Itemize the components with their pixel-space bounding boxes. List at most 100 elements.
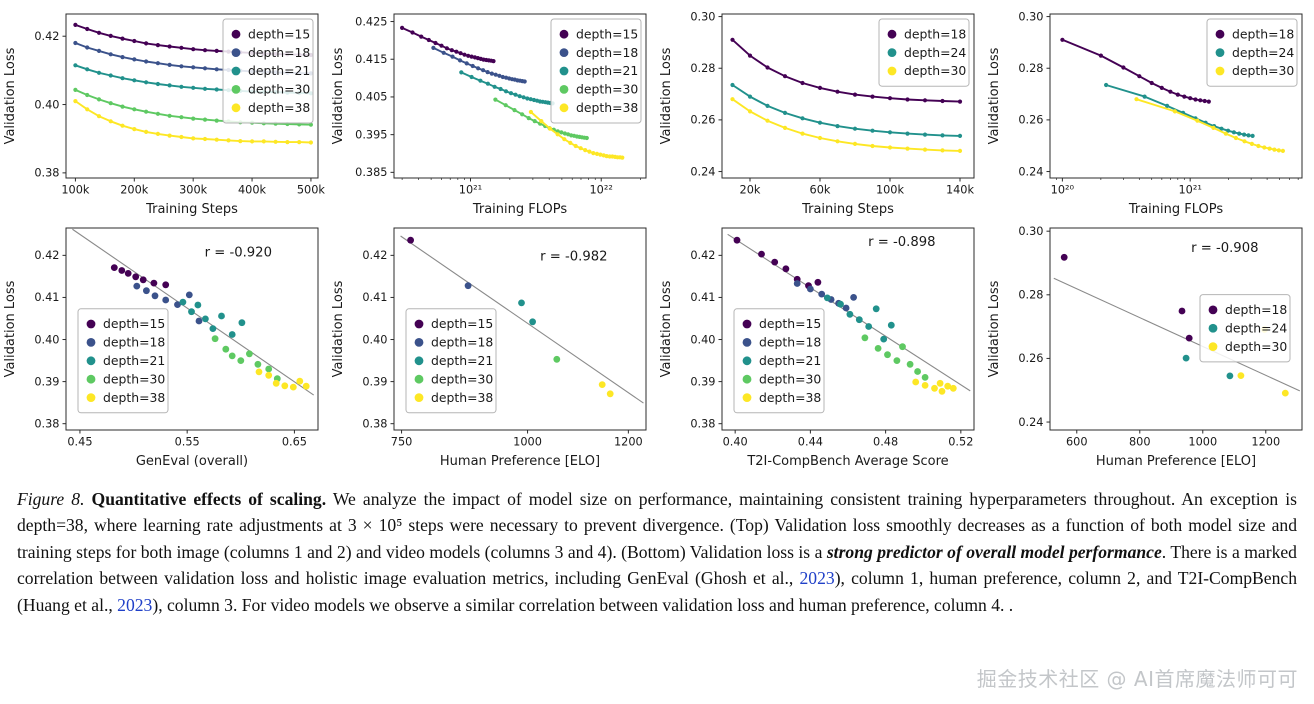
y-axis: 0.385 0.395 0.405 0.415 0.425: [355, 15, 394, 179]
series-depth=30: [1134, 97, 1285, 153]
legend-marker: [86, 393, 96, 402]
series-depth=38: [912, 378, 957, 395]
series-depth=30: [861, 334, 929, 381]
svg-text:600: 600: [1066, 436, 1088, 449]
x-axis: 0.40 0.44 0.48 0.52: [723, 430, 973, 449]
legend-marker: [1208, 305, 1218, 315]
legend-marker: [559, 29, 569, 39]
x-axis-label: Training FLOPs: [1128, 202, 1224, 217]
svg-text:0.415: 0.415: [355, 53, 387, 66]
svg-text:0.41: 0.41: [362, 291, 387, 304]
svg-text:0.24: 0.24: [1018, 165, 1043, 178]
y-axis-label: Validation Loss: [3, 280, 18, 377]
legend-label: depth=30: [103, 371, 165, 386]
legend-marker: [742, 356, 752, 366]
legend-label: depth=30: [1232, 63, 1294, 78]
series-depth=15: [407, 236, 414, 244]
svg-text:0.41: 0.41: [690, 291, 715, 304]
watermark: 掘金技术社区 @ AI首席魔法师可可: [976, 667, 1298, 691]
svg-text:0.38: 0.38: [34, 417, 59, 430]
svg-text:0.395: 0.395: [355, 128, 387, 141]
chart-loss-vs-steps-image: 100k 200k 300k 400k 500k 0.38 0.40 0.42 Training…: [0, 6, 328, 220]
svg-text:0.28: 0.28: [1018, 289, 1043, 302]
chart-loss-vs-flops-image: 10²¹ 10²² 0.385 0.395 0.405 0.415 0.425 Trainin…: [328, 6, 656, 220]
legend-marker: [231, 29, 241, 39]
figure-top-row: 100k 200k 300k 400k 500k 0.38 0.40 0.42 Training…: [0, 6, 1314, 220]
x-axis: 750 1000 1200: [391, 430, 643, 449]
legend-marker: [1215, 29, 1225, 39]
svg-text:0.30: 0.30: [1018, 10, 1043, 23]
series-depth=38: [528, 109, 625, 160]
chart-loss-vs-human-preference-video: 600 800 1000 1200 0.24 0.26 0.28 0.30 Human Pref…: [984, 220, 1312, 472]
legend-label: depth=18: [431, 335, 493, 350]
legend-marker: [86, 374, 96, 384]
legend-marker: [559, 66, 569, 76]
legend-label: depth=15: [576, 26, 638, 41]
svg-text:0.40: 0.40: [723, 436, 748, 449]
legend-label: depth=21: [103, 353, 165, 368]
legend-marker: [559, 85, 569, 94]
y-axis: 0.24 0.26 0.28 0.30: [1018, 225, 1050, 429]
chart-loss-vs-flops-video: 10²⁰ 10²¹ 0.24 0.26 0.28 0.30 Training FLOPs Va…: [984, 6, 1312, 220]
y-axis-label: Validation Loss: [3, 47, 18, 144]
legend-marker: [742, 374, 752, 384]
svg-text:0.55: 0.55: [175, 436, 200, 449]
legend-marker: [1215, 66, 1225, 76]
series-depth=24: [730, 82, 963, 138]
x-axis: 10²¹ 10²²: [401, 178, 641, 197]
legend-marker: [1208, 342, 1218, 352]
caption-text: strong predictor of overall model perfor…: [826, 541, 1162, 562]
legend: depth=15 depth=18 depth=21 depth=30 depth=38: [77, 308, 169, 414]
legend-marker: [231, 66, 241, 76]
legend-marker: [231, 103, 241, 113]
y-axis-label: Validation Loss: [331, 280, 346, 377]
svg-text:1200: 1200: [614, 436, 643, 449]
chart-canvas: 750 1000 1200 0.38 0.39 0.40 0.41 0.42 Human Pre…: [331, 227, 647, 469]
svg-text:0.42: 0.42: [34, 30, 59, 43]
chart-loss-vs-human-preference-image: 750 1000 1200 0.38 0.39 0.40 0.41 0.42 Human Pre…: [328, 220, 656, 472]
svg-text:300k: 300k: [179, 184, 208, 197]
svg-text:1000: 1000: [1188, 436, 1217, 449]
series-depth=21: [179, 298, 246, 338]
legend: depth=15 depth=18 depth=21 depth=30 depth=38: [733, 308, 825, 414]
legend-label: depth=15: [103, 316, 165, 331]
legend-marker: [414, 356, 424, 366]
y-axis: 0.24 0.26 0.28 0.30: [690, 10, 722, 178]
legend: depth=15 depth=18 depth=21 depth=30 depth=38: [405, 308, 497, 414]
citation-year-link[interactable]: 2023: [799, 568, 835, 589]
y-axis-label: Validation Loss: [659, 280, 674, 377]
caption-text: We analyze the impact of model size on p…: [17, 489, 1298, 562]
svg-text:0.405: 0.405: [355, 91, 387, 104]
legend-marker: [559, 48, 569, 57]
series-depth=30: [553, 355, 561, 363]
figure-caption: Figure 8. Quantitative effects of scalin…: [17, 486, 1297, 618]
svg-text:0.42: 0.42: [34, 249, 59, 262]
chart-canvas: 0.40 0.44 0.48 0.52 0.38 0.39 0.40 0.41 0.42 T2I-…: [659, 227, 975, 469]
legend-label: depth=30: [759, 371, 821, 386]
chart-loss-vs-t2i-compbench: 0.40 0.44 0.48 0.52 0.38 0.39 0.40 0.41 0.42 T2I-…: [656, 220, 984, 472]
figure-8: 100k 200k 300k 400k 500k 0.38 0.40 0.42 Training…: [0, 6, 1314, 472]
chart-canvas: 20k 60k 100k 140k 0.24 0.26 0.28 0.30 Training S…: [659, 10, 975, 217]
svg-text:20k: 20k: [740, 184, 761, 197]
legend: depth=15 depth=18 depth=21 depth=30 depth=38: [550, 18, 642, 124]
legend-label: depth=38: [431, 390, 493, 405]
svg-text:60k: 60k: [810, 184, 831, 197]
x-axis-label: Human Preference [ELO]: [440, 454, 600, 469]
svg-text:0.44: 0.44: [798, 436, 823, 449]
x-axis-label: T2I-CompBench Average Score: [746, 454, 948, 469]
legend-label: depth=30: [248, 82, 310, 97]
svg-text:0.40: 0.40: [34, 98, 59, 111]
series-depth=24: [1182, 354, 1234, 380]
legend-label: depth=21: [576, 63, 638, 78]
x-axis-label: Training Steps: [145, 202, 238, 217]
citation-year-link[interactable]: 2023: [117, 594, 153, 615]
svg-text:800: 800: [1129, 436, 1151, 449]
svg-text:0.24: 0.24: [690, 165, 715, 178]
svg-text:10²²: 10²²: [590, 184, 613, 197]
y-axis: 0.38 0.39 0.40 0.41 0.42: [362, 249, 394, 430]
svg-text:0.48: 0.48: [873, 436, 898, 449]
svg-text:0.30: 0.30: [690, 10, 715, 23]
series-depth=38: [598, 381, 614, 398]
y-axis-label: Validation Loss: [331, 47, 346, 144]
x-axis: 20k 60k 100k 140k: [740, 178, 975, 197]
